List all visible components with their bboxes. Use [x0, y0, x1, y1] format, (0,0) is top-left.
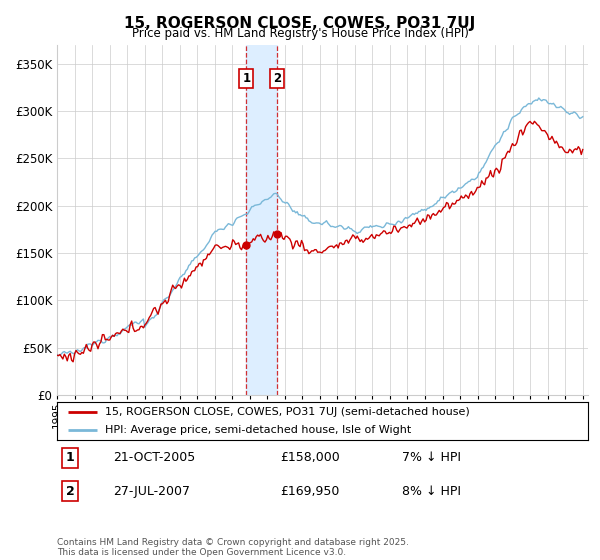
Text: 27-JUL-2007: 27-JUL-2007	[113, 484, 190, 498]
Text: 21-OCT-2005: 21-OCT-2005	[113, 451, 195, 464]
Text: 1: 1	[242, 72, 250, 85]
Text: 2: 2	[66, 484, 74, 498]
Text: Price paid vs. HM Land Registry's House Price Index (HPI): Price paid vs. HM Land Registry's House …	[131, 27, 469, 40]
Bar	[246, 45, 277, 395]
Text: Contains HM Land Registry data © Crown copyright and database right 2025.
This d: Contains HM Land Registry data © Crown c…	[57, 538, 409, 557]
Text: 8% ↓ HPI: 8% ↓ HPI	[402, 484, 461, 498]
Text: £158,000: £158,000	[280, 451, 340, 464]
Text: 15, ROGERSON CLOSE, COWES, PO31 7UJ (semi-detached house): 15, ROGERSON CLOSE, COWES, PO31 7UJ (sem…	[105, 407, 470, 417]
Text: HPI: Average price, semi-detached house, Isle of Wight: HPI: Average price, semi-detached house,…	[105, 425, 411, 435]
Text: 1: 1	[66, 451, 74, 464]
Text: 2: 2	[273, 72, 281, 85]
Text: 7% ↓ HPI: 7% ↓ HPI	[402, 451, 461, 464]
Text: £169,950: £169,950	[280, 484, 340, 498]
Text: 15, ROGERSON CLOSE, COWES, PO31 7UJ: 15, ROGERSON CLOSE, COWES, PO31 7UJ	[124, 16, 476, 31]
